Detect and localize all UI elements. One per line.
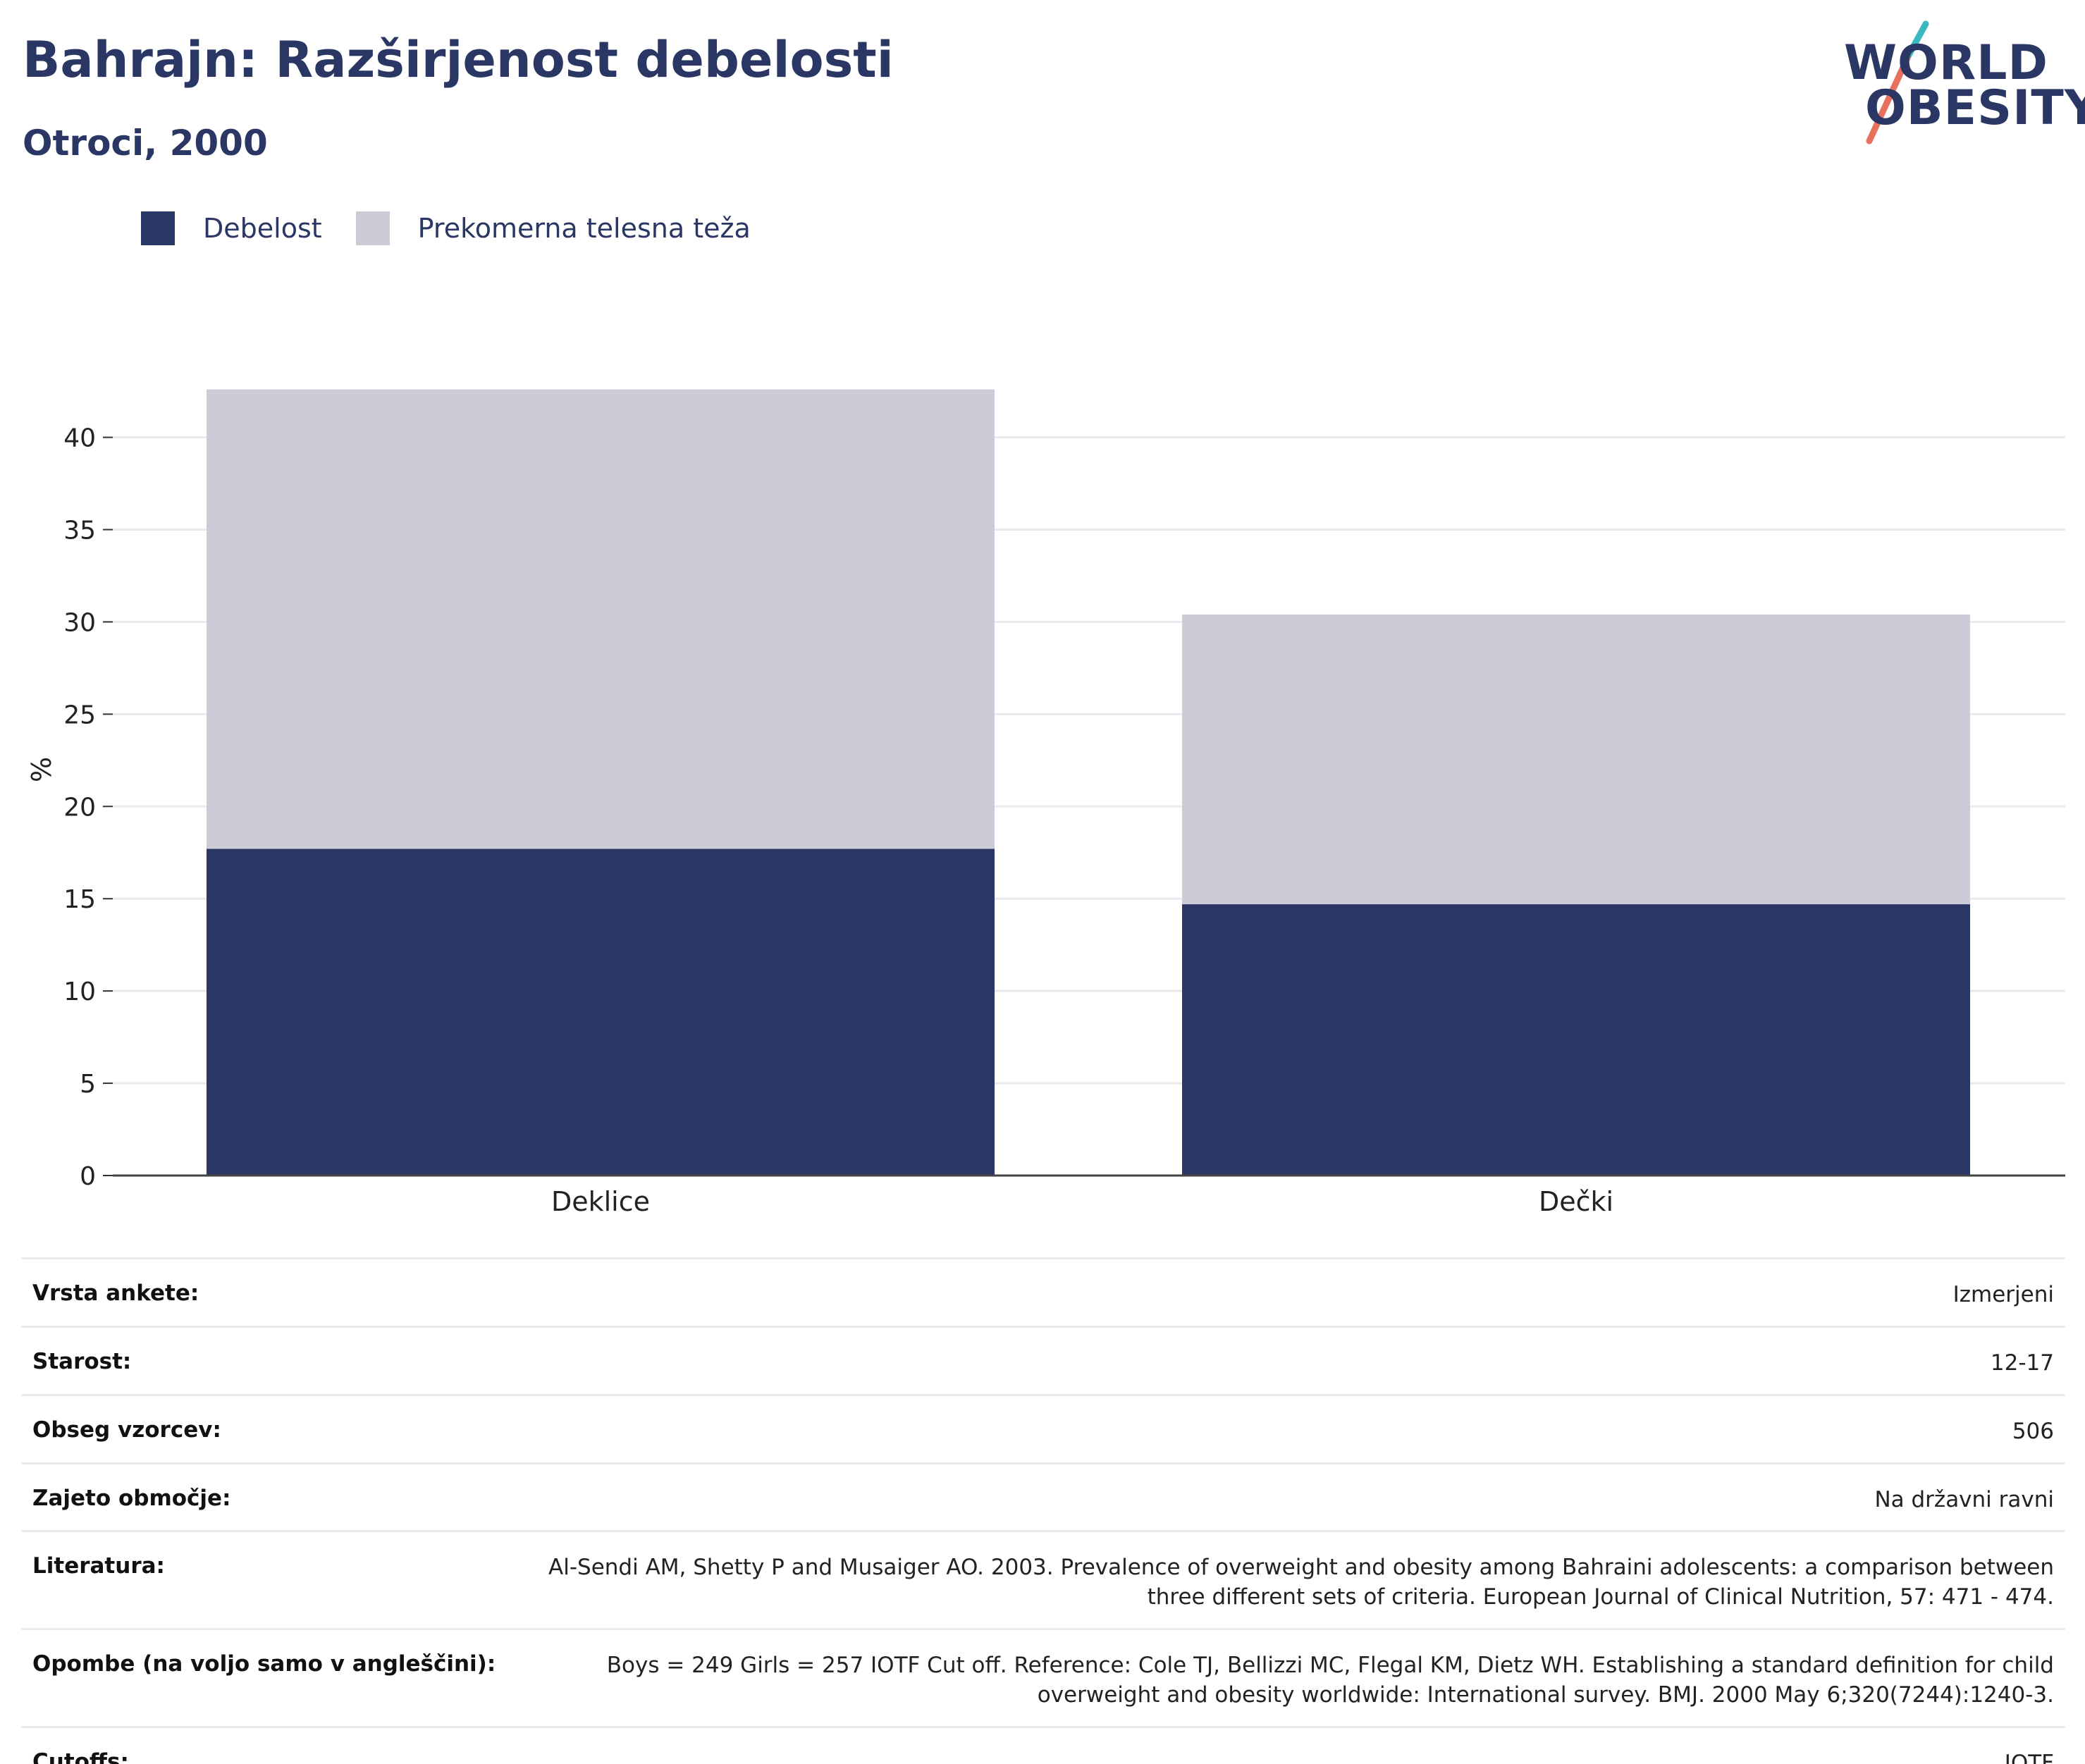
meta-key: Cutoffs: — [32, 1748, 129, 1764]
meta-key: Vrsta ankete: — [32, 1281, 199, 1306]
chart-subtitle: Otroci, 2000 — [23, 123, 268, 164]
y-tick-label: 10 — [63, 977, 96, 1006]
y-tick-label: 5 — [80, 1070, 96, 1099]
bar-segment[interactable] — [207, 389, 995, 849]
meta-key: Literatura: — [32, 1553, 165, 1579]
y-tick-label: 25 — [63, 701, 96, 729]
chart-title: Bahrajn: Razširjenost debelosti — [23, 31, 894, 89]
meta-key: Opombe (na voljo samo v angleščini): — [32, 1651, 496, 1677]
meta-row: Starost: 12-17 — [21, 1328, 2065, 1396]
meta-key: Zajeto območje: — [32, 1485, 231, 1511]
legend-label-prekomerna: Prekomerna telesna teža — [417, 213, 751, 244]
meta-value: 12-17 — [1990, 1350, 2054, 1376]
stacked-bar-chart: 0 5 10 15 20 25 30 35 40 Deklice Dečki % — [26, 389, 2065, 1217]
meta-value: Na državni ravni — [1874, 1486, 2054, 1512]
y-tick-label: 20 — [63, 793, 96, 822]
bar-segment[interactable] — [1182, 614, 1970, 905]
y-tick-label: 35 — [63, 516, 96, 545]
legend-swatch-prekomerna — [355, 211, 390, 245]
legend-item-debelost[interactable]: Debelost — [141, 211, 322, 245]
y-axis-title: % — [26, 757, 57, 782]
legend-label-debelost: Debelost — [203, 213, 322, 244]
meta-row: Obseg vzorcev: 506 — [21, 1396, 2065, 1464]
meta-value: Izmerjeni — [1952, 1282, 2054, 1307]
meta-row: Vrsta ankete: Izmerjeni — [21, 1259, 2065, 1328]
y-tick-label: 30 — [63, 608, 96, 637]
bar-segment[interactable] — [207, 849, 995, 1176]
meta-value: Boys = 249 Girls = 257 IOTF Cut off. Ref… — [606, 1653, 2054, 1708]
meta-row: Opombe (na voljo samo v angleščini): Boys… — [21, 1630, 2065, 1728]
meta-value: Al-Sendi AM, Shetty P and Musaiger AO. 2… — [548, 1555, 2054, 1610]
logo-line2: OBESITY — [1865, 80, 2085, 136]
meta-row: Literatura: Al-Sendi AM, Shetty P and Mus… — [21, 1532, 2065, 1631]
x-category-label: Dečki — [1539, 1186, 1613, 1217]
bar-segment[interactable] — [1182, 904, 1970, 1176]
y-tick-label: 40 — [63, 424, 96, 453]
meta-key: Obseg vzorcev: — [32, 1417, 221, 1443]
meta-value: 506 — [2012, 1418, 2054, 1444]
legend-item-prekomerna[interactable]: Prekomerna telesna teža — [355, 211, 751, 245]
logo-slash-icon — [1866, 20, 1929, 144]
y-tick-label: 15 — [63, 885, 96, 914]
axes: 0 5 10 15 20 25 30 35 40 Deklice Dečki — [63, 424, 2065, 1217]
world-obesity-logo: WORLD OBESITY — [1833, 20, 2085, 147]
metadata-table: Vrsta ankete: Izmerjeni Starost: 12-17 Obseg… — [21, 1257, 2065, 1764]
meta-row: Cutoffs: IOTF — [21, 1728, 2065, 1764]
bars — [207, 389, 1970, 1176]
legend-swatch-debelost — [141, 211, 175, 245]
y-tick-label: 0 — [80, 1162, 96, 1191]
meta-row: Zajeto območje: Na državni ravni — [21, 1464, 2065, 1533]
meta-key: Starost: — [32, 1348, 132, 1374]
meta-value: IOTF — [2004, 1750, 2054, 1764]
logo-line1: WORLD — [1844, 35, 2048, 91]
legend: Debelost Prekomerna telesna teža — [141, 209, 785, 248]
x-category-label: Deklice — [551, 1186, 650, 1217]
